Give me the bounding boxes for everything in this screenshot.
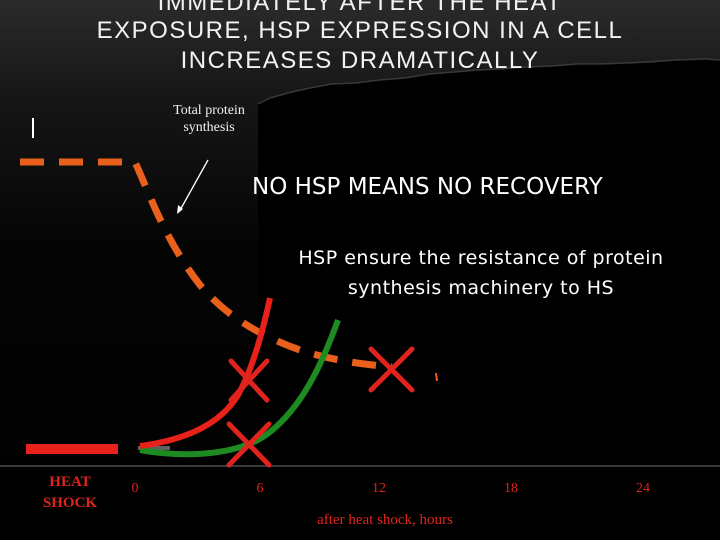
protein-pointer-arrowhead — [177, 205, 183, 214]
heat-shock-label-line-1: HEAT — [49, 474, 91, 490]
heat-shock-bar — [26, 444, 118, 454]
protein-label: Total protein synthesis — [150, 102, 268, 136]
cross-mark-2 — [226, 421, 272, 468]
protein-pointer-line — [178, 159, 209, 213]
red-hsp-curve — [139, 297, 273, 449]
title-line-3: INCREASES DRAMATICALLY — [180, 47, 540, 74]
title-line-1: IMMEDIATELY AFTER THE HEAT — [157, 0, 563, 16]
tick-label-24: 24 — [636, 481, 650, 496]
heat-shock-label-line-2: SHOCK — [42, 495, 98, 511]
tick-label-12: 12 — [372, 481, 386, 496]
x-axis-label: after heat shock, hours — [317, 512, 453, 528]
protein-synthesis-dashed-curve — [20, 158, 393, 371]
hsp-note-line-2: synthesis machinery to HS — [347, 277, 615, 299]
tick-label-18: 18 — [504, 481, 518, 496]
protein-label-line-2: synthesis — [183, 120, 235, 135]
tick-label-0: 0 — [131, 481, 139, 496]
protein-label-line-1: Total protein — [173, 103, 245, 118]
no-recovery-headline: NO HSP MEANS NO RECOVERY — [252, 174, 603, 200]
small-accent-mark — [435, 372, 438, 382]
green-hsp-curve — [139, 318, 341, 458]
hsp-resistance-note: HSP ensure the resistance of protein syn… — [262, 243, 700, 303]
cross-mark-1 — [228, 358, 270, 403]
torn-paper-shape — [258, 59, 720, 540]
cross-mark-3 — [368, 346, 415, 393]
hsp-note-line-1: HSP ensure the resistance of protein — [298, 247, 664, 269]
torn-paper-edge — [257, 58, 720, 105]
title-line-2: EXPOSURE, HSP EXPRESSION IN A CELL — [96, 17, 624, 44]
heat-shock-label: HEAT SHOCK — [30, 472, 110, 514]
tick-label-6: 6 — [256, 481, 264, 496]
